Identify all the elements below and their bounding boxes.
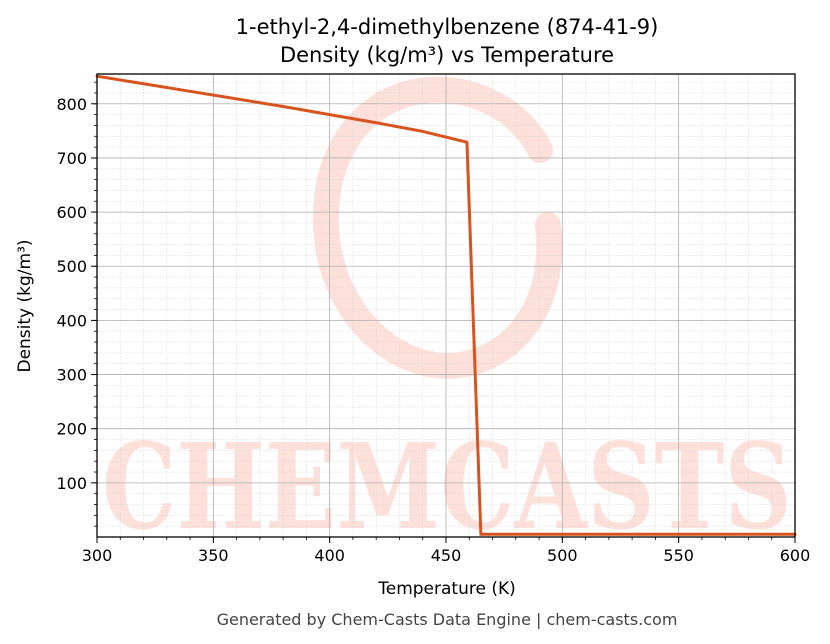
- chemcasts-watermark: CHEMCASTS: [102, 76, 792, 556]
- y-tick-label: 400: [56, 311, 87, 330]
- y-tick-label: 200: [56, 420, 87, 439]
- watermark-logo-arc: [312, 76, 563, 379]
- x-tick-label: 550: [663, 546, 694, 565]
- y-tick-label: 800: [56, 95, 87, 114]
- y-axis: 100 200 300 400 500 600 700 800: [56, 81, 97, 527]
- x-tick-label: 300: [82, 546, 113, 565]
- x-tick-label: 350: [198, 546, 229, 565]
- chart-subtitle: Density (kg/m³) vs Temperature: [280, 43, 614, 67]
- footer-credit: Generated by Chem-Casts Data Engine | ch…: [217, 610, 678, 629]
- series-layer: [95, 74, 797, 536]
- x-axis: 300 350 400 450 500 550 600: [82, 537, 811, 565]
- x-axis-label: Temperature (K): [377, 579, 516, 599]
- series-line-density: [95, 74, 797, 536]
- x-tick-label: 400: [314, 546, 345, 565]
- y-tick-label: 300: [56, 366, 87, 385]
- x-tick-label: 600: [780, 546, 811, 565]
- y-axis-label: Density (kg/m³): [15, 239, 35, 372]
- x-tick-label: 450: [431, 546, 462, 565]
- x-tick-label: 500: [547, 546, 578, 565]
- y-tick-label: 500: [56, 257, 87, 276]
- chart-title: 1-ethyl-2,4-dimethylbenzene (874-41-9): [236, 15, 659, 39]
- y-tick-label: 100: [56, 474, 87, 493]
- y-tick-label: 600: [56, 203, 87, 222]
- y-tick-label: 700: [56, 149, 87, 168]
